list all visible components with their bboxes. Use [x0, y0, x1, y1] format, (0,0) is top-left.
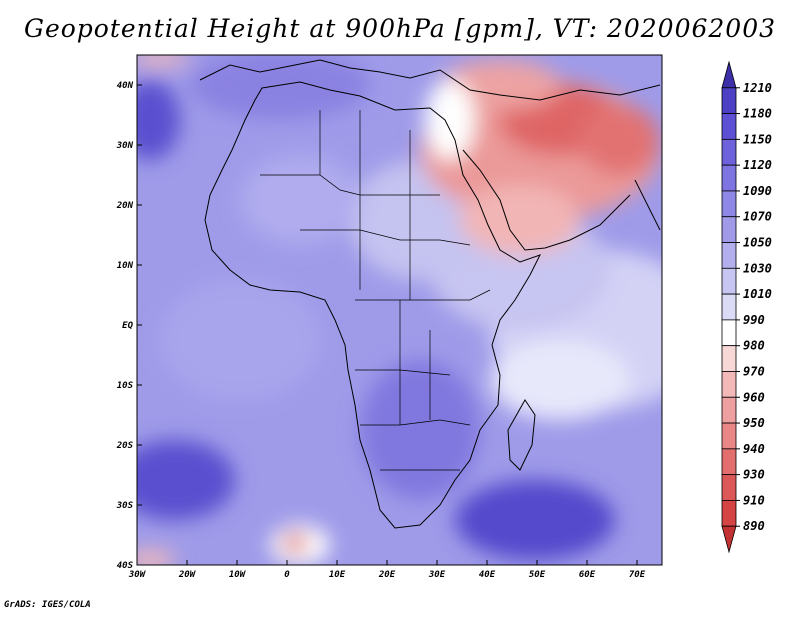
lon-tick-label: 10E [329, 570, 346, 580]
latitude-axis: 40N 30N 20N 10N EQ 10S 20S 30S 40S [116, 81, 142, 571]
lat-tick-label: 20S [116, 441, 134, 451]
colorbar-label: 980 [743, 339, 765, 353]
colorbar-box [721, 293, 737, 321]
colorbar-label: 1050 [743, 236, 772, 250]
lon-tick-label: 70E [629, 570, 646, 580]
colorbar-label: 890 [743, 519, 765, 533]
colorbar-label: 990 [743, 313, 765, 327]
colorbar-box [721, 190, 737, 218]
lat-tick-label: EQ [122, 321, 133, 331]
lat-tick-label: 30N [116, 141, 134, 151]
map-frame [136, 54, 663, 566]
grads-credit: GrADS: IGES/COLA [4, 600, 91, 610]
colorbar-box [721, 267, 737, 295]
lat-tick-label: 40N [117, 81, 134, 91]
colorbar-label: 970 [743, 364, 765, 378]
colorbar-label: 910 [743, 493, 765, 507]
colorbar-box [721, 396, 737, 424]
chart-title: Geopotential Height at 900hPa [gpm], VT:… [23, 14, 777, 43]
colorbar-box [721, 87, 737, 114]
colorbar-box [721, 216, 737, 243]
height-field [137, 55, 662, 565]
colorbar-label: 1210 [743, 81, 772, 95]
colorbar-label: 1150 [743, 132, 772, 146]
lon-tick-label: 60E [579, 570, 596, 580]
colorbar: 1210 1180 1150 1120 1090 1070 1050 1030 1010 990 9… [721, 60, 772, 554]
colorbar-label: 930 [743, 468, 765, 482]
india-coast [634, 179, 661, 231]
lon-tick-label: 30W [128, 570, 147, 580]
colorbar-label: 1010 [743, 287, 772, 301]
lon-tick-label: 40E [479, 570, 496, 580]
coastlines [199, 59, 661, 529]
colorbar-box [721, 113, 737, 140]
colorbar-arrow-bottom [721, 525, 737, 554]
colorbar-arrow-top [721, 60, 737, 89]
arabia-coast [462, 149, 631, 251]
country-borders [260, 110, 491, 471]
colorbar-box [721, 422, 737, 450]
colorbar-box [721, 448, 737, 476]
colorbar-label: 1030 [743, 261, 772, 275]
colorbar-box [721, 345, 737, 372]
africa-coast [204, 81, 541, 529]
lon-tick-label: 20W [178, 570, 197, 580]
colorbar-label: 1180 [743, 107, 772, 121]
colorbar-box [721, 242, 737, 269]
colorbar-box [721, 138, 737, 166]
colorbar-box [721, 474, 737, 501]
europe-coast [199, 59, 661, 101]
colorbar-box [721, 371, 737, 398]
colorbar-box [721, 164, 737, 192]
lat-tick-label: 30S [116, 501, 134, 511]
lon-tick-label: 20E [378, 570, 396, 580]
lat-tick-label: 20N [116, 201, 134, 211]
colorbar-label: 960 [743, 390, 765, 404]
longitude-axis: 30W 20W 10W 0 10E 20E 30E 40E 50E 60E 70E [128, 560, 646, 580]
colorbar-label: 940 [743, 442, 765, 456]
lon-tick-label: 50E [529, 570, 546, 580]
colorbar-label: 950 [743, 416, 765, 430]
colorbar-label: 1120 [743, 158, 772, 172]
lon-tick-label: 30E [428, 570, 446, 580]
madagascar-coast [507, 399, 536, 471]
lat-tick-label: 40S [117, 561, 134, 571]
colorbar-label: 1070 [743, 210, 772, 224]
lon-tick-label: 0 [284, 570, 290, 580]
lat-tick-label: 10S [117, 381, 134, 391]
lat-tick-label: 10N [117, 261, 134, 271]
lon-tick-label: 10W [229, 570, 247, 580]
colorbar-label: 1090 [743, 184, 772, 198]
colorbar-box [721, 319, 737, 347]
colorbar-box [721, 500, 737, 527]
